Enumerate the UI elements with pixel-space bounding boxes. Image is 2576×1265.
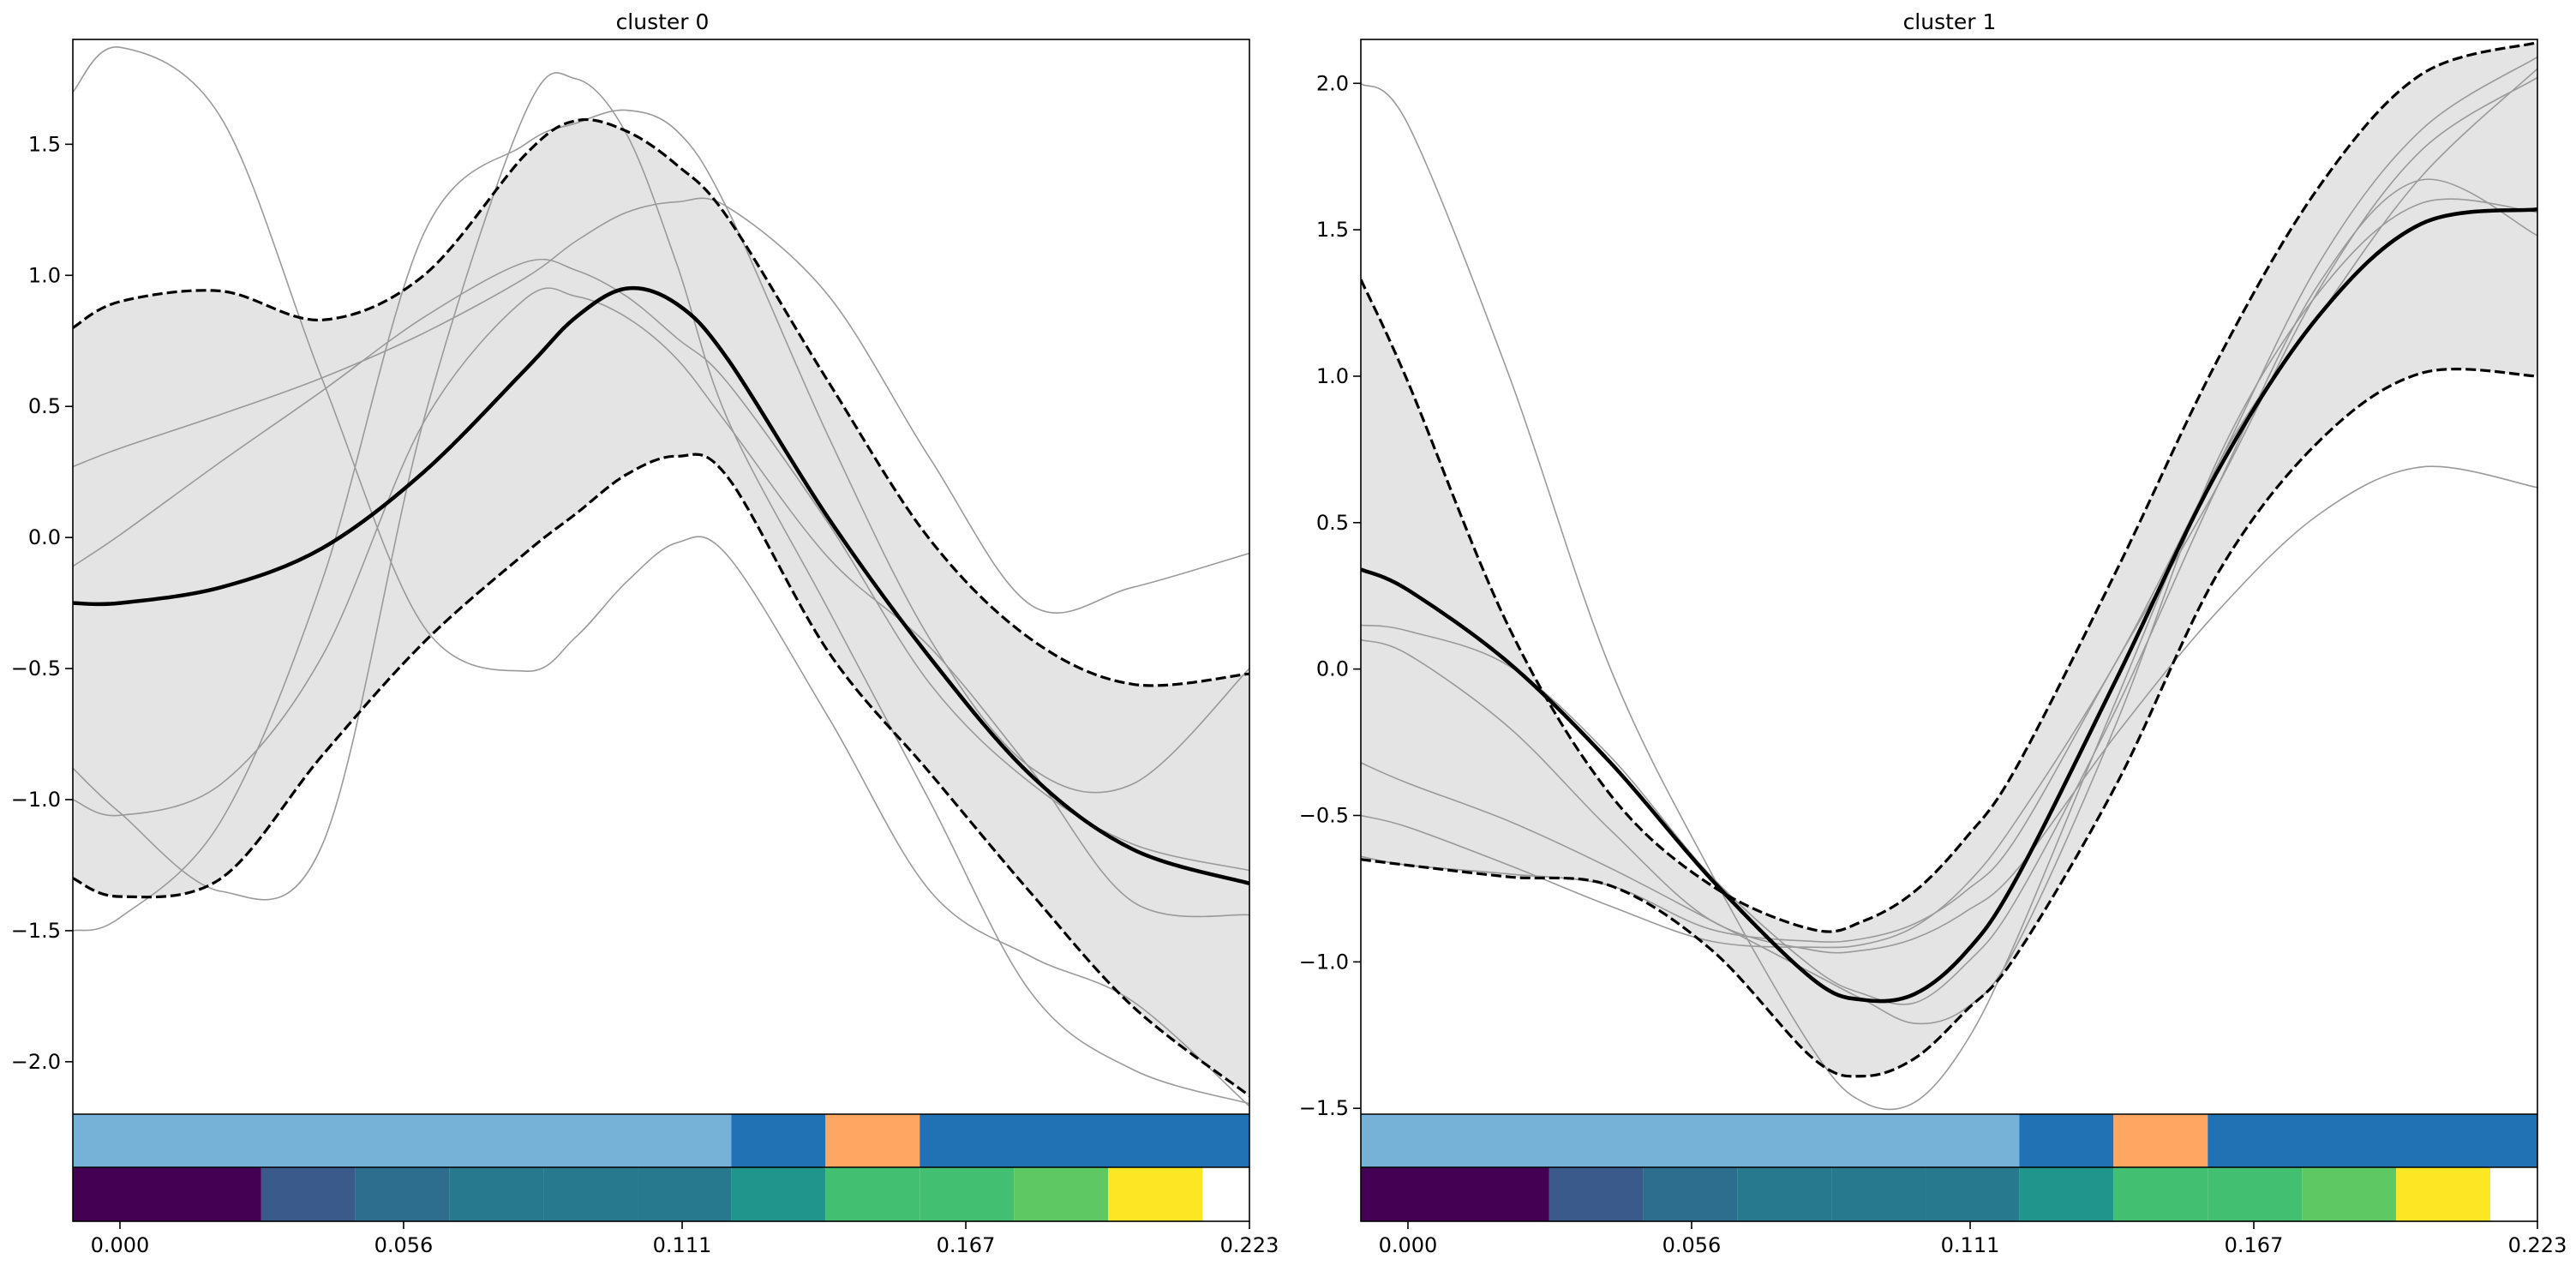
- cluster-1-confidence-band: [1361, 42, 2537, 1076]
- cluster-0-y-tick-label: 0.0: [28, 525, 61, 549]
- cluster-1-y-tick-label: 1.5: [1316, 218, 1349, 242]
- cluster-0-value-strip-segment: [920, 1167, 1015, 1221]
- cluster-1-plot-area: [1360, 39, 2538, 1222]
- cluster-0-value-strip-segment: [731, 1167, 826, 1221]
- cluster-0-value-strip-segment: [543, 1167, 638, 1221]
- cluster-0-x-ticks: 0.000 0.056 0.111 0.167 0.223: [91, 1221, 1279, 1257]
- cluster-1-value-strip-segment: [2302, 1167, 2397, 1221]
- cluster-0-label-strip-segment: [920, 1114, 1249, 1167]
- cluster-0-y-tick-label: −0.5: [11, 656, 61, 680]
- cluster-0-sample-line-3: [73, 258, 1249, 872]
- cluster-0-y-tick-label: −2.0: [11, 1050, 61, 1074]
- cluster-0-sample-line-2: [73, 197, 1249, 615]
- cluster-1-x-tick-label: 0.056: [1662, 1233, 1722, 1257]
- cluster-1-y-tick-label: 1.0: [1316, 364, 1349, 388]
- cluster-1-value-strip-segment: [1643, 1167, 1738, 1221]
- cluster-0-value-strip-segment: [825, 1167, 920, 1221]
- cluster-0-label-strip-segment: [73, 1114, 732, 1167]
- cluster-0-sample-line-4: [73, 109, 1249, 932]
- cluster-0-confidence-band: [73, 119, 1249, 1096]
- cluster-0-x-tick-label: 0.111: [653, 1233, 712, 1257]
- cluster-1-label-strip-segment: [2208, 1114, 2537, 1167]
- cluster-1-label-strip-segment: [1361, 1114, 2020, 1167]
- cluster-0-x-tick-label: 0.000: [91, 1233, 150, 1257]
- cluster-1-sample-line-3: [1361, 56, 2537, 949]
- cluster-1-label-strip-segment: [2019, 1114, 2114, 1167]
- cluster-1-x-tick-label: 0.223: [2508, 1233, 2567, 1257]
- cluster-1-lower-bound-line: [1361, 368, 2537, 1078]
- cluster-1-label-strip-segment: [2113, 1114, 2208, 1167]
- cluster-1-y-ticks: 2.0 1.5 1.0 0.5 0.0 −0.5 −1.0 −1.5: [1299, 71, 1361, 1120]
- cluster-0-label-strip-segment: [825, 1114, 920, 1167]
- cluster-0-value-strip-segment: [261, 1167, 356, 1221]
- cluster-0-y-tick-label: −1.5: [11, 919, 61, 943]
- cluster-0-value-strip-segment: [638, 1167, 732, 1221]
- cluster-0-upper-bound-line: [73, 117, 1249, 687]
- cluster-1-value-strip-segment: [1549, 1167, 1644, 1221]
- cluster-0-label-strip-segment: [731, 1114, 826, 1167]
- cluster-1-x-ticks: 0.000 0.056 0.111 0.167 0.223: [1379, 1221, 2567, 1257]
- cluster-0-y-ticks: 1.5 1.0 0.5 0.0 −0.5 −1.0 −1.5 −2.0: [11, 132, 73, 1074]
- cluster-0-x-tick-label: 0.167: [937, 1233, 996, 1257]
- cluster-0-sample-line-5: [73, 287, 1249, 918]
- cluster-0-value-strip-segment: [1108, 1167, 1203, 1221]
- cluster-1-y-tick-label: −1.5: [1299, 1096, 1349, 1120]
- cluster-0-value-strip-segment: [355, 1167, 450, 1221]
- cluster-1-y-tick-label: −1.0: [1299, 950, 1349, 974]
- cluster-0-plot-area: [72, 39, 1250, 1222]
- cluster-0-value-strip-segment: [73, 1167, 261, 1221]
- cluster-1-y-tick-label: 0.0: [1316, 657, 1349, 681]
- cluster-0-series-layer: [73, 46, 1249, 1107]
- cluster-1-sample-line-2: [1361, 198, 2537, 1025]
- cluster-1-value-strip-segment: [2113, 1167, 2208, 1221]
- cluster-1-y-tick-label: −0.5: [1299, 803, 1349, 827]
- cluster-1-x-tick-label: 0.000: [1379, 1233, 1438, 1257]
- cluster-0-lower-bound-line: [73, 453, 1249, 1097]
- cluster-0-mean-line: [73, 285, 1249, 885]
- cluster-0-value-strip-segment: [1014, 1167, 1109, 1221]
- cluster-1-x-tick-label: 0.111: [1941, 1233, 2000, 1257]
- cluster-1-upper-bound-line: [1361, 40, 2537, 933]
- cluster-1-axes-frame: [1360, 39, 2538, 1222]
- cluster-0-sample-line-1: [73, 72, 1249, 1105]
- cluster-1-title: cluster 1: [1903, 9, 1997, 34]
- panel-cluster-0: cluster 0 0.000 0.056 0.111 0.167 0.223 1.51…: [11, 9, 1279, 1257]
- cluster-0-y-tick-label: 1.0: [28, 263, 61, 287]
- cluster-1-value-strip-segment: [1926, 1167, 2020, 1221]
- cluster-1-value-strip-segment: [2208, 1167, 2303, 1221]
- cluster-0-y-tick-label: −1.0: [11, 788, 61, 812]
- cluster-1-value-strip-segment: [1831, 1167, 1926, 1221]
- cluster-1-y-tick-label: 2.0: [1316, 71, 1349, 95]
- cluster-0-y-tick-label: 0.5: [28, 394, 61, 418]
- cluster-1-sample-line-5: [1361, 465, 2537, 954]
- cluster-1-value-strip-segment: [1737, 1167, 1832, 1221]
- cluster-0-y-tick-label: 1.5: [28, 132, 61, 156]
- cluster-0-axes-frame: [72, 39, 1250, 1222]
- cluster-1-y-tick-label: 0.5: [1316, 511, 1349, 535]
- cluster-0-x-tick-label: 0.056: [374, 1233, 434, 1257]
- cluster-1-value-strip-segment: [2396, 1167, 2491, 1221]
- cluster-1-value-strip-segment: [2490, 1167, 2537, 1221]
- cluster-0-x-tick-label: 0.223: [1220, 1233, 1279, 1257]
- cluster-1-mean-line: [1361, 207, 2537, 1004]
- cluster-1-x-tick-label: 0.167: [2225, 1233, 2284, 1257]
- panel-cluster-1: cluster 1 0.000 0.056 0.111 0.167 0.223 2.0 1…: [1299, 9, 2567, 1257]
- cluster-1-series-layer: [1361, 40, 2537, 1111]
- cluster-0-value-strip-segment: [449, 1167, 544, 1221]
- cluster-1-sample-line-1: [1361, 178, 2537, 1005]
- cluster-1-value-strip-segment: [1361, 1167, 1549, 1221]
- cluster-1-value-strip-segment: [2019, 1167, 2114, 1221]
- cluster-0-value-strip-segment: [1202, 1167, 1249, 1221]
- cluster-0-title: cluster 0: [616, 9, 710, 34]
